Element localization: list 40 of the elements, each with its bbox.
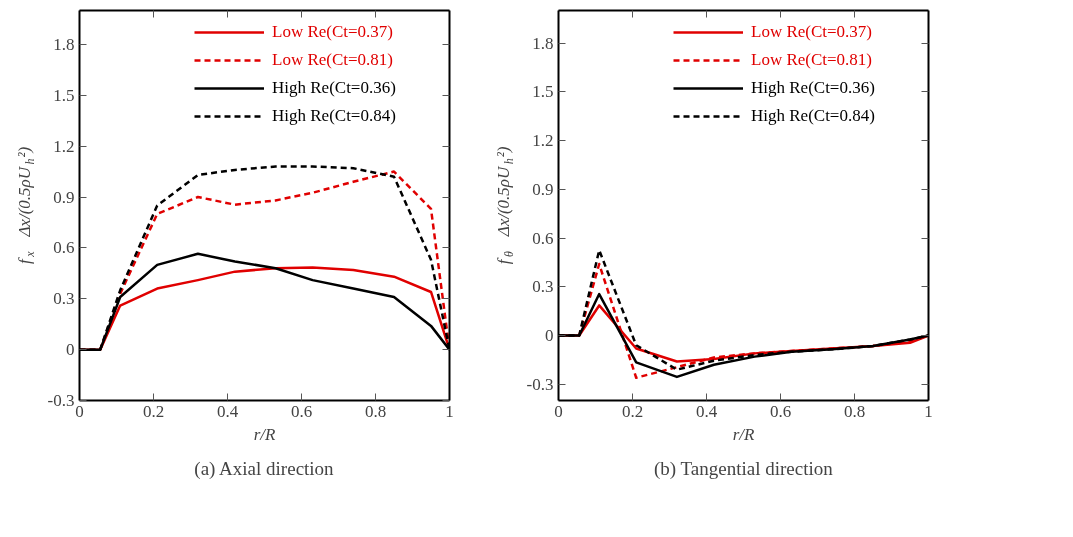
legend-label: Low Re(Ct=0.37) — [751, 21, 873, 43]
x-tick-label: 0.4 — [695, 401, 718, 421]
legend-label: High Re(Ct=0.36) — [272, 77, 396, 99]
legend-label: Low Re(Ct=0.81) — [272, 49, 394, 71]
x-axis-title: r/R — [253, 424, 276, 444]
y-tick-label: 0.3 — [53, 289, 75, 309]
y-tick-label: 1.2 — [532, 131, 554, 150]
y-tick-label: 0 — [66, 340, 75, 360]
x-tick-label: 0.4 — [216, 401, 239, 421]
y-tick-label: 1.8 — [532, 33, 554, 53]
legend-label: Low Re(Ct=0.81) — [751, 49, 873, 71]
text: fθ Δx/(0.5ρUh²) — [494, 146, 516, 265]
legend-label: High Re(Ct=0.84) — [751, 105, 875, 127]
text: fx Δx/(0.5ρUh²) — [15, 146, 37, 264]
y-tick-label: 0 — [545, 326, 554, 345]
x-axis-title: r/R — [732, 424, 755, 444]
legend-label: High Re(Ct=0.84) — [272, 105, 396, 127]
x-tick-label: 1 — [924, 401, 933, 421]
x-tick-label: 0.6 — [769, 401, 792, 421]
y-tick-label: 1.2 — [53, 136, 75, 156]
y-tick-label: 0.9 — [53, 187, 75, 207]
x-tick-label: 0.6 — [290, 401, 313, 421]
x-tick-label: 0.2 — [621, 401, 644, 421]
legend-label: High Re(Ct=0.36) — [751, 77, 875, 99]
y-tick-label: 0.3 — [532, 277, 554, 297]
y-tick-label: 1.5 — [532, 82, 554, 102]
text: (b) Tangential direction — [653, 457, 834, 480]
x-tick-label: 0.8 — [843, 401, 866, 421]
y-tick-label: -0.3 — [526, 374, 554, 394]
y-tick-label: 0.6 — [532, 228, 554, 248]
legend-label: Low Re(Ct=0.37) — [272, 21, 394, 43]
y-tick-label: 1.8 — [53, 34, 75, 54]
y-tick-label: -0.3 — [47, 391, 75, 410]
y-tick-label: 0.9 — [532, 179, 554, 199]
x-tick-label: 0.2 — [142, 401, 165, 421]
y-tick-label: 1.5 — [53, 85, 75, 105]
text: (a) Axial direction — [194, 457, 335, 480]
x-tick-label: 1 — [445, 401, 454, 421]
x-tick-label: 0.8 — [364, 401, 387, 421]
y-tick-label: 0.6 — [53, 238, 75, 258]
